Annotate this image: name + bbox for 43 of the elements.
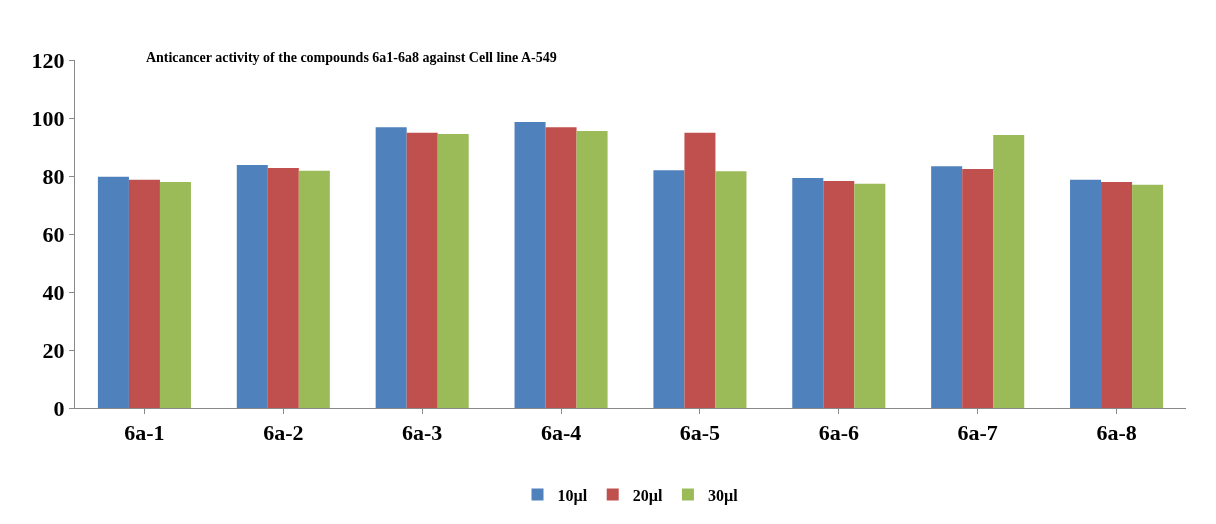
x-tick-label: 6a-5: [679, 420, 721, 446]
x-tick-label: 6a-2: [263, 420, 304, 446]
bar: [298, 170, 330, 408]
bar: [267, 167, 299, 408]
y-tick-label: 80: [42, 163, 65, 189]
bar: [931, 166, 963, 408]
bar: [1070, 179, 1102, 408]
bar: [1101, 182, 1133, 408]
bar: [97, 176, 129, 408]
bar: [715, 171, 747, 408]
bar: [514, 122, 546, 408]
y-tick-label: 0: [53, 395, 65, 421]
bar: [854, 183, 886, 408]
x-tick-label: 6a-6: [818, 420, 859, 446]
bar: [684, 132, 716, 408]
y-tick-label: 20: [42, 337, 65, 363]
bar: [962, 169, 994, 408]
chart-title: Anticancer activity of the compounds 6a1-6a8 against Cell line A-549: [145, 50, 557, 66]
bar: [406, 132, 438, 408]
x-tick-label: 6a-7: [957, 420, 998, 446]
bar: [792, 178, 824, 408]
y-tick-label: 60: [42, 221, 65, 247]
legend-label: 20µl: [632, 486, 663, 505]
bar: [437, 133, 469, 408]
bar: [576, 131, 608, 408]
x-tick-label: 6a-1: [124, 420, 165, 446]
bar: [545, 127, 577, 408]
legend-label: 30µl: [707, 486, 739, 505]
bar: [236, 164, 268, 408]
y-tick-label: 40: [42, 279, 65, 305]
bar: [823, 180, 855, 408]
x-tick-label: 6a-4: [540, 420, 582, 446]
bar: [375, 127, 407, 408]
y-tick-label: 100: [31, 105, 65, 131]
bar: [653, 170, 685, 408]
bar: [1132, 184, 1164, 408]
x-tick-label: 6a-3: [402, 420, 443, 446]
x-tick-label: 6a-8: [1096, 420, 1137, 446]
bar: [128, 179, 160, 408]
bar: [159, 182, 191, 408]
y-tick-label: 120: [31, 47, 65, 73]
legend-label: 10µl: [557, 486, 588, 505]
bar: [993, 135, 1025, 408]
